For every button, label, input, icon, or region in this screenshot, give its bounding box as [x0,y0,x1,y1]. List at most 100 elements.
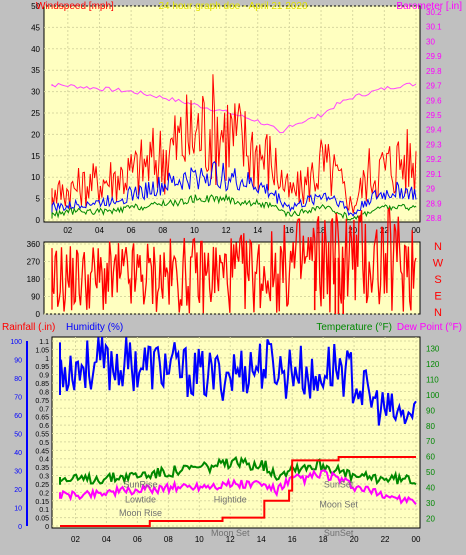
rainfall-axis-label: Rainfall (.in) [2,322,55,333]
dewpoint-axis-label: Dew Point (°F) [397,322,462,333]
x-tick-label: 18 [317,226,326,235]
y-tick-label-temperature: 120 [426,360,440,369]
y-tick-label-rain: 0.75 [35,398,49,405]
y-tick-label-left: 15 [31,152,40,161]
y-tick-label-rain: 0.6 [39,423,49,430]
x-tick-label: 04 [102,535,111,544]
y-tick-label-rain: 0.85 [35,381,49,388]
y-tick-label-left: 180 [27,275,41,284]
y-tick-label-humidity: 70 [14,395,22,402]
x-tick-label: 16 [288,535,297,544]
y-tick-label-right: 29.8 [426,67,442,76]
x-tick-label: 00 [412,535,421,544]
y-tick-label-rain: 0.5 [39,440,49,447]
y-tick-label-rain: 0.3 [39,474,49,481]
y-tick-label-rain: 0.7 [39,406,49,413]
y-tick-label-humidity: 30 [14,469,22,476]
y-tick-label-rain: 0.8 [39,389,49,396]
y-tick-label-humidity: 40 [14,450,22,457]
y-tick-label-temperature: 100 [426,391,440,400]
y-tick-label-rain: 0.4 [39,457,49,464]
x-tick-label: 04 [95,226,104,235]
y-tick-label-left: 5 [36,195,41,204]
y-tick-label-rain: 1.05 [35,347,49,354]
y-tick-label-left: 50 [31,2,40,11]
y-tick-label-humidity: 100 [10,339,22,346]
x-tick-label: 12 [226,535,235,544]
x-tick-label: 10 [190,226,199,235]
rain-humidity-temp-chart: 00.050.10.150.20.250.30.350.40.450.50.55… [2,322,462,544]
y-tick-label-humidity: 10 [14,506,22,513]
y-tick-label-temperature: 20 [426,514,435,523]
y-tick-label-rain: 0.9 [39,373,49,380]
x-tick-label: 02 [63,226,72,235]
y-tick-label-temperature: 30 [426,499,435,508]
compass-letter: N [434,307,442,319]
y-tick-label-right: 30 [426,37,435,46]
y-tick-label-rain: 0 [45,524,49,531]
series-humidity [59,337,417,426]
y-tick-label-right: 29.7 [426,82,442,91]
y-tick-label-left: 90 [31,293,40,302]
y-tick-label-rain: 0.2 [39,490,49,497]
y-tick-label-right: 28.8 [426,214,442,223]
series-temperature [59,455,417,486]
annotation-label: Hightide [214,494,247,504]
y-tick-label-humidity: 0 [18,524,22,531]
y-tick-label-rain: 0.65 [35,415,49,422]
x-tick-label: 08 [158,226,167,235]
x-tick-label: 08 [164,535,173,544]
x-tick-label: 20 [350,535,359,544]
annotation-label: SunRise [123,479,157,489]
y-tick-label-right: 30.2 [426,8,442,17]
y-tick-label-left: 25 [31,109,40,118]
y-tick-label-right: 28.9 [426,199,442,208]
x-tick-label: 14 [257,535,266,544]
x-tick-label: 00 [412,226,421,235]
x-tick-label: 02 [71,535,80,544]
y-tick-label-rain: 0.35 [35,465,49,472]
series-wind-minimum [51,193,417,221]
y-tick-label-rain: 0.1 [39,507,49,514]
series-wind-direction [51,206,417,314]
y-tick-label-rain: 0.15 [35,499,49,506]
chart-title: 24 hour graph doe - April 21 2020 [159,1,308,12]
x-tick-label: 12 [222,226,231,235]
y-tick-label-rain: 0.25 [35,482,49,489]
y-tick-label-rain: 1.1 [39,339,49,346]
x-tick-label: 18 [319,535,328,544]
y-tick-label-right: 29.9 [426,52,442,61]
y-tick-label-humidity: 60 [14,413,22,420]
y-tick-label-left: 0 [36,310,41,319]
y-tick-label-humidity: 90 [14,358,22,365]
y-tick-label-right: 29.3 [426,140,442,149]
y-tick-label-left: 10 [31,173,40,182]
series-dew-point [59,468,417,506]
y-tick-label-rain: 0.45 [35,448,49,455]
y-tick-label-right: 29.6 [426,96,442,105]
annotation-label: SunSet [324,528,354,538]
temperature-axis-label: Temperature (°F) [316,322,392,333]
annotation-label: Moon Set [319,500,358,510]
y-tick-label-temperature: 130 [426,345,440,354]
x-tick-label: 22 [380,226,389,235]
y-tick-label-temperature: 70 [426,437,435,446]
compass-letter: S [434,274,441,286]
annotation-label: Moon Rise [119,508,162,518]
humidity-axis-label: Humidity (%) [66,322,123,333]
series-rainfall [60,456,416,527]
series-wind-gust [51,74,417,214]
y-tick-label-right: 29.1 [426,170,442,179]
y-tick-label-right: 29 [426,185,435,194]
y-tick-label-temperature: 90 [426,406,435,415]
y-tick-label-temperature: 50 [426,468,435,477]
compass-letter: E [434,291,441,303]
y-tick-label-temperature: 40 [426,483,435,492]
compass-letter: W [433,258,444,270]
left-axis-label: Windspeed [mph] [36,1,114,12]
x-tick-label: 06 [127,226,136,235]
y-tick-label-left: 30 [31,88,40,97]
y-tick-label-left: 360 [27,240,41,249]
